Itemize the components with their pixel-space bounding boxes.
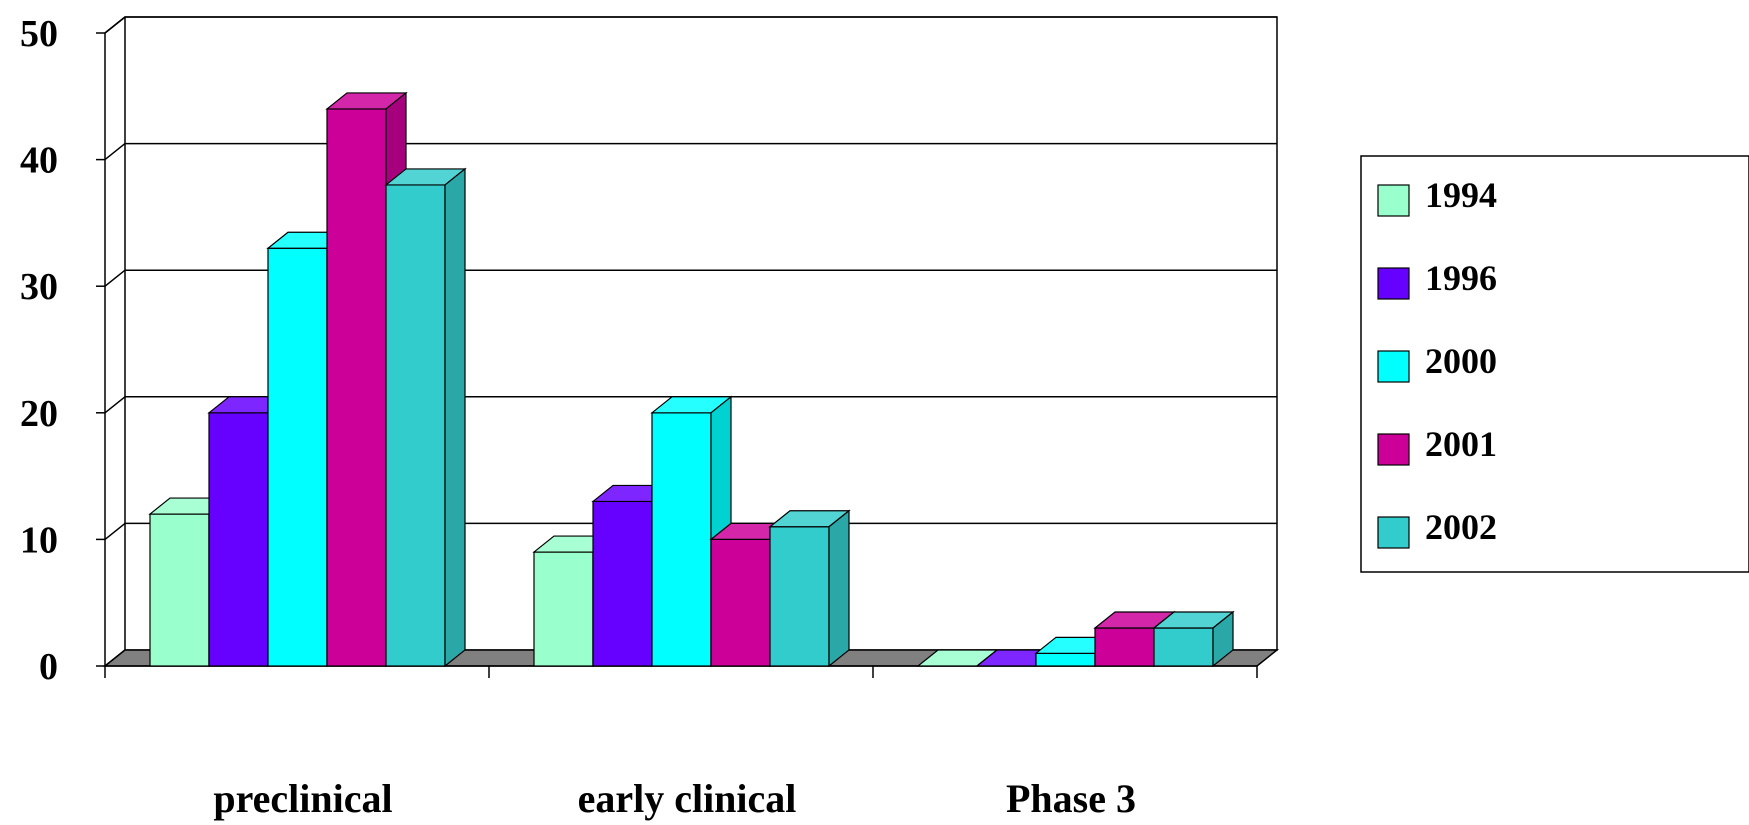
bar-front xyxy=(385,184,446,667)
bar-side xyxy=(444,167,466,668)
legend-swatch xyxy=(1377,433,1410,466)
bar-front xyxy=(769,526,830,667)
legend-label: 1994 xyxy=(1425,175,1497,215)
y-tick-label: 0 xyxy=(39,646,58,688)
y-tick-label: 30 xyxy=(20,266,58,308)
x-category-label: early clinical xyxy=(578,776,797,821)
legend-label: 2000 xyxy=(1425,341,1497,381)
legend: 1994 1996 2000 2001 2002 xyxy=(1360,155,1749,573)
bar-front xyxy=(1094,627,1155,667)
bar-front xyxy=(1035,652,1096,667)
bar-front xyxy=(326,108,387,667)
legend-swatch xyxy=(1377,516,1410,549)
y-tick-label: 40 xyxy=(20,140,58,182)
y-tick-label: 50 xyxy=(20,13,58,55)
gridline-side xyxy=(104,396,126,414)
bar-front xyxy=(651,412,712,667)
legend-box xyxy=(1360,155,1749,573)
y-tick-labels: 0 10 20 30 40 50 xyxy=(20,13,58,688)
legend-label: 2002 xyxy=(1425,507,1497,547)
legend-swatch xyxy=(1377,184,1410,217)
gridline-side xyxy=(104,522,126,540)
bar-front xyxy=(149,513,210,667)
y-tick-label: 10 xyxy=(20,519,58,561)
bars xyxy=(148,91,1235,668)
x-category-label: preclinical xyxy=(213,776,392,821)
legend-label: 1996 xyxy=(1425,258,1497,298)
bar-front xyxy=(533,551,594,667)
bar-side xyxy=(1212,610,1234,668)
bar-front xyxy=(710,538,771,667)
legend-swatch xyxy=(1377,267,1410,300)
gridline-side xyxy=(104,269,126,287)
bar-front xyxy=(592,500,653,667)
gridline-side xyxy=(104,143,126,161)
bar-front xyxy=(267,247,328,667)
gridline-side xyxy=(104,16,126,34)
legend-label: 2001 xyxy=(1425,424,1497,464)
legend-swatch xyxy=(1377,350,1410,383)
y-tick-label: 20 xyxy=(20,393,58,435)
bar-front xyxy=(1153,627,1214,667)
bar-side xyxy=(828,509,850,668)
bar-front xyxy=(208,412,269,667)
x-category-labels: preclinical early clinical Phase 3 xyxy=(213,776,1136,821)
x-category-label: Phase 3 xyxy=(1006,776,1136,821)
